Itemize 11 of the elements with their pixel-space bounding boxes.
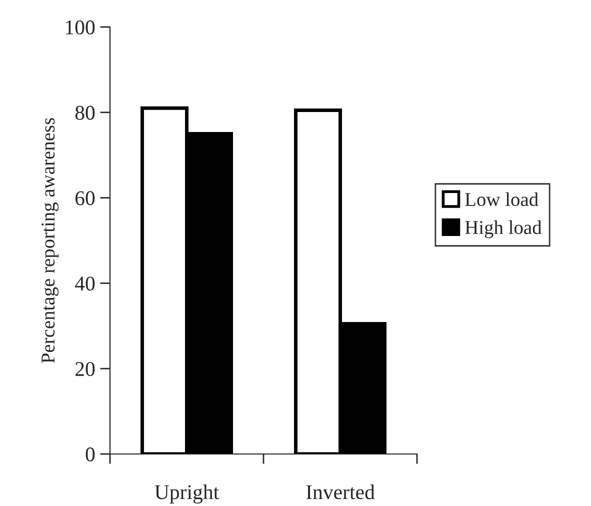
legend-label: Low load: [465, 192, 538, 206]
y-tick-label: 0: [86, 447, 95, 462]
y-tick-label: 100: [66, 20, 95, 34]
y-tick-label: 80: [75, 106, 95, 120]
y-tick-label: 60: [75, 191, 95, 206]
x-tick-label: Upright: [154, 484, 220, 504]
y-tick-label: 20: [76, 362, 95, 376]
y-tick-label: 40: [74, 276, 95, 291]
x-tick-label: Inverted: [306, 484, 375, 500]
legend-label: High load: [465, 220, 542, 238]
y-axis-title: Percentage reporting awareness: [42, 118, 59, 364]
